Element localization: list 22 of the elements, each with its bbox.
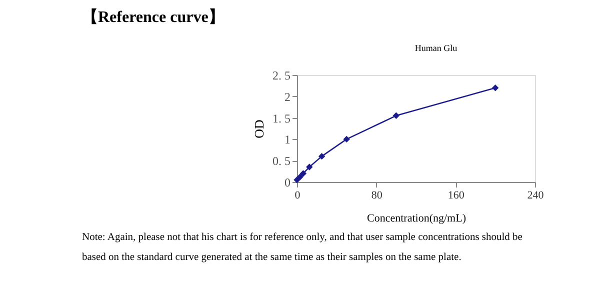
x-tick-label: 240 <box>527 190 544 202</box>
point <box>343 136 350 143</box>
y-tick-label: 2. 5 <box>272 68 290 82</box>
point <box>318 152 326 160</box>
y-tick-label: 1. 5 <box>272 111 290 126</box>
y-tick-label: 1 <box>284 132 290 147</box>
point <box>392 112 400 120</box>
x-axis-title: Concentration(ng/mL) <box>367 212 466 224</box>
text: Note: Again, please not that his chart is for reference only, and that user sample concentrations should be based on the standard curve generated at the same time as their samples on the same plate. <box>82 232 523 263</box>
y-tick-label: 0 <box>284 176 290 190</box>
point <box>306 164 313 170</box>
point <box>492 84 499 92</box>
x-tick-label: 160 <box>448 190 465 202</box>
point <box>296 174 304 180</box>
text: 【Reference curve】 <box>82 8 224 26</box>
x-tick-label: 0 <box>294 190 301 202</box>
chart-title: Human Glu <box>414 43 458 53</box>
x-tick-label: 80 <box>371 190 383 202</box>
y-tick-label: 0. 5 <box>272 154 290 168</box>
point <box>300 170 307 177</box>
y-tick-label: 2 <box>284 90 290 104</box>
y-axis-title: OD <box>252 120 266 138</box>
